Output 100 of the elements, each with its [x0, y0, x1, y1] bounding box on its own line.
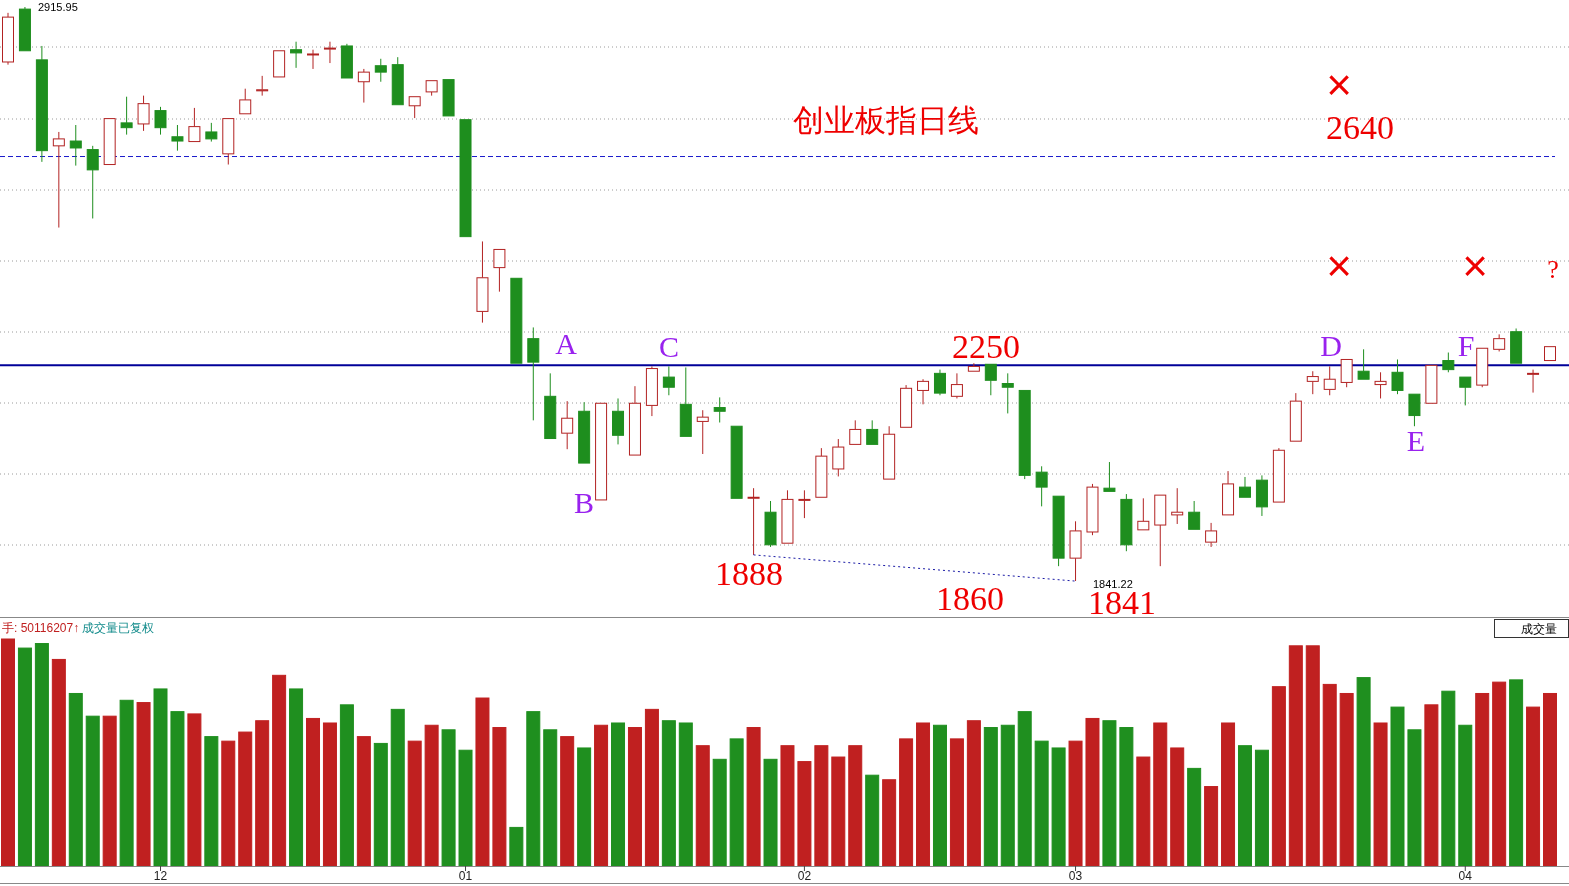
candlestick — [561, 400, 574, 450]
candlestick — [120, 96, 133, 136]
bar — [644, 708, 659, 867]
text: 手: 50116207↑ — [2, 621, 80, 635]
annotation: F — [1457, 329, 1475, 362]
candlestick — [578, 401, 591, 464]
bar — [1373, 722, 1388, 867]
annotation: × — [1326, 60, 1352, 109]
bar — [119, 699, 134, 867]
bar — [932, 724, 947, 867]
bar — [1322, 683, 1337, 867]
bar — [899, 738, 914, 867]
candlestick — [781, 489, 794, 544]
candlestick — [1408, 393, 1421, 427]
bar — [1102, 720, 1117, 867]
candlestick — [69, 124, 82, 167]
bar — [1119, 727, 1134, 867]
annotation: 1888 — [715, 555, 783, 592]
bar — [306, 717, 321, 867]
bar — [1288, 645, 1303, 867]
candlestick — [103, 118, 116, 166]
candlestick — [340, 43, 353, 79]
annotation: 1860 — [936, 580, 1004, 617]
candlestick — [493, 248, 506, 293]
candlestick — [442, 79, 455, 117]
bar — [1458, 724, 1473, 867]
bar — [627, 727, 642, 867]
bar — [1153, 722, 1168, 867]
bar — [1085, 717, 1100, 867]
bar — [1, 638, 15, 867]
bar — [356, 736, 371, 867]
bar — [916, 722, 931, 867]
candlestick — [527, 326, 540, 421]
annotation: E — [1406, 424, 1426, 457]
bar — [289, 688, 304, 867]
bar — [746, 727, 761, 867]
bar — [1492, 681, 1507, 867]
bar — [1509, 679, 1524, 867]
bar — [1237, 745, 1252, 867]
candlestick — [1306, 370, 1319, 395]
candlestick — [595, 402, 608, 501]
candlestick — [612, 397, 625, 445]
candlestick — [747, 487, 760, 556]
x-tick-label: 03 — [1068, 869, 1083, 883]
candlestick — [391, 56, 404, 106]
bar — [882, 779, 897, 867]
bar — [848, 745, 863, 867]
annotation: 2915.95 — [38, 1, 78, 13]
candlestick — [679, 366, 692, 437]
candlestick — [544, 372, 557, 440]
bar — [204, 736, 219, 867]
bar — [1271, 686, 1286, 867]
bar — [949, 738, 964, 867]
bar — [255, 720, 270, 867]
bar — [136, 702, 151, 867]
candlestick — [273, 50, 286, 78]
candlestick — [1374, 371, 1387, 399]
annotation: D — [1320, 329, 1342, 362]
candlestick — [662, 365, 675, 396]
bar — [85, 715, 100, 867]
bar — [339, 704, 354, 867]
annotation: × — [1326, 241, 1352, 290]
candlestick — [1069, 520, 1082, 582]
annotation: B — [573, 486, 595, 519]
candlestick — [459, 119, 472, 238]
bar — [1424, 704, 1439, 867]
annotation: A — [555, 327, 578, 360]
bar — [1000, 724, 1015, 867]
bar — [661, 720, 676, 867]
bar — [170, 711, 185, 867]
bar — [611, 722, 626, 867]
bar — [865, 774, 880, 867]
bar — [458, 749, 473, 867]
bar — [238, 731, 253, 867]
candlestick — [1222, 470, 1235, 516]
candlestick — [1544, 346, 1556, 362]
bar — [1543, 692, 1557, 867]
bar — [526, 711, 541, 867]
bar — [678, 722, 693, 867]
bar — [475, 697, 490, 867]
bar — [272, 674, 287, 867]
bar — [577, 747, 592, 867]
candlestick — [730, 425, 743, 499]
bar — [187, 713, 202, 867]
bar — [68, 692, 83, 867]
candlestick — [1154, 494, 1167, 567]
candlestick — [1459, 376, 1472, 406]
bar — [153, 688, 168, 867]
bar — [1305, 645, 1320, 867]
bar — [1526, 706, 1541, 867]
candlestick — [188, 107, 201, 143]
bar — [594, 724, 609, 867]
candlestick — [256, 75, 269, 97]
bar — [17, 647, 32, 867]
candlestick — [2, 12, 14, 66]
bar — [509, 826, 524, 867]
text: 成交量已复权 — [82, 621, 154, 635]
candlestick — [713, 396, 726, 423]
candlestick — [239, 88, 252, 115]
x-tick-label: 02 — [797, 869, 812, 883]
